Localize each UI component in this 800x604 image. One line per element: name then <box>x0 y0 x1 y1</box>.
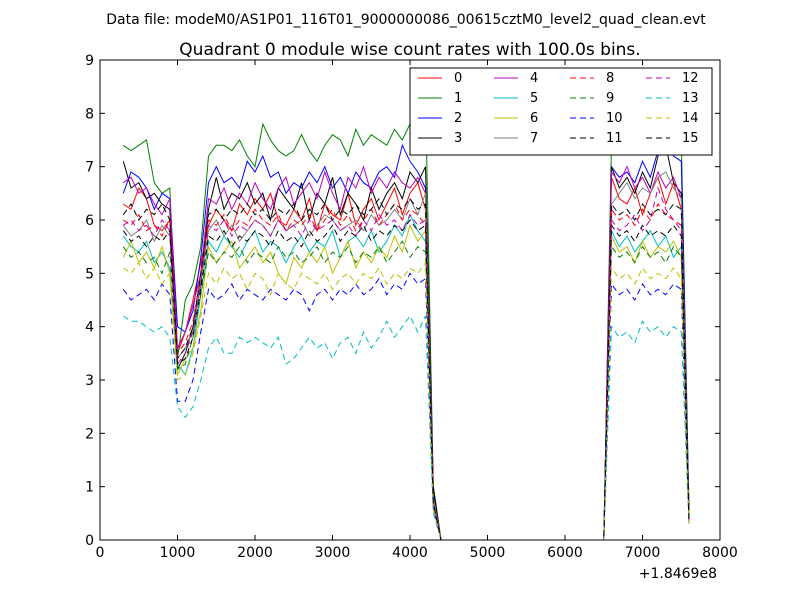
plot-lines <box>122 97 690 541</box>
legend-label-3: 3 <box>454 131 462 146</box>
y-tick-label: 7 <box>85 160 94 176</box>
x-tick-label: 5000 <box>470 545 506 561</box>
legend-label-1: 1 <box>454 91 462 106</box>
legend-label-9: 9 <box>606 91 614 106</box>
y-tick-label: 4 <box>85 320 94 336</box>
y-tick-label: 2 <box>85 426 94 442</box>
legend-label-15: 15 <box>682 131 699 146</box>
legend-label-8: 8 <box>606 71 614 86</box>
legend-label-12: 12 <box>682 71 699 86</box>
y-tick-label: 8 <box>85 106 94 122</box>
y-tick-label: 5 <box>85 266 94 282</box>
legend-label-14: 14 <box>682 111 699 126</box>
x-tick-label: 1000 <box>160 545 196 561</box>
y-tick-label: 9 <box>85 53 94 69</box>
x-tick-label: 2000 <box>237 545 273 561</box>
series-line-5 <box>122 213 690 541</box>
legend-label-6: 6 <box>530 111 538 126</box>
x-tick-label: 8000 <box>702 545 738 561</box>
series-line-15 <box>122 219 690 541</box>
y-tick-label: 3 <box>85 373 94 389</box>
legend-label-7: 7 <box>530 131 538 146</box>
series-line-1 <box>123 97 690 541</box>
y-tick-label: 1 <box>85 480 94 496</box>
y-tick-label: 6 <box>85 213 94 229</box>
legend-label-13: 13 <box>682 91 699 106</box>
legend-label-5: 5 <box>530 91 538 106</box>
axis-ticks: 0 1000 2000 3000 4000 5000 6000 7000 80000123456… <box>85 53 738 561</box>
legend-label-2: 2 <box>454 111 462 126</box>
x-tick-label: 3000 <box>315 545 351 561</box>
chart-title: Quadrant 0 module wise count rates with … <box>179 40 640 60</box>
legend-label-10: 10 <box>606 111 623 126</box>
chart-suptitle: Data file: modeM0/AS1P01_116T01_90000000… <box>106 12 706 28</box>
legend-label-4: 4 <box>530 71 538 86</box>
legend-label-0: 0 <box>454 71 462 86</box>
series-line-8 <box>123 203 690 541</box>
series-line-9 <box>122 240 690 541</box>
x-tick-label: 6000 <box>547 545 583 561</box>
legend-box <box>409 67 713 156</box>
x-tick-label: 7000 <box>625 545 661 561</box>
x-tick-label: 0 <box>96 545 105 561</box>
y-tick-label: 0 <box>85 533 94 549</box>
x-tick-label: 4000 <box>392 545 428 561</box>
legend-label-11: 11 <box>606 131 623 146</box>
x-offset-label: +1.8469e8 <box>639 566 717 582</box>
